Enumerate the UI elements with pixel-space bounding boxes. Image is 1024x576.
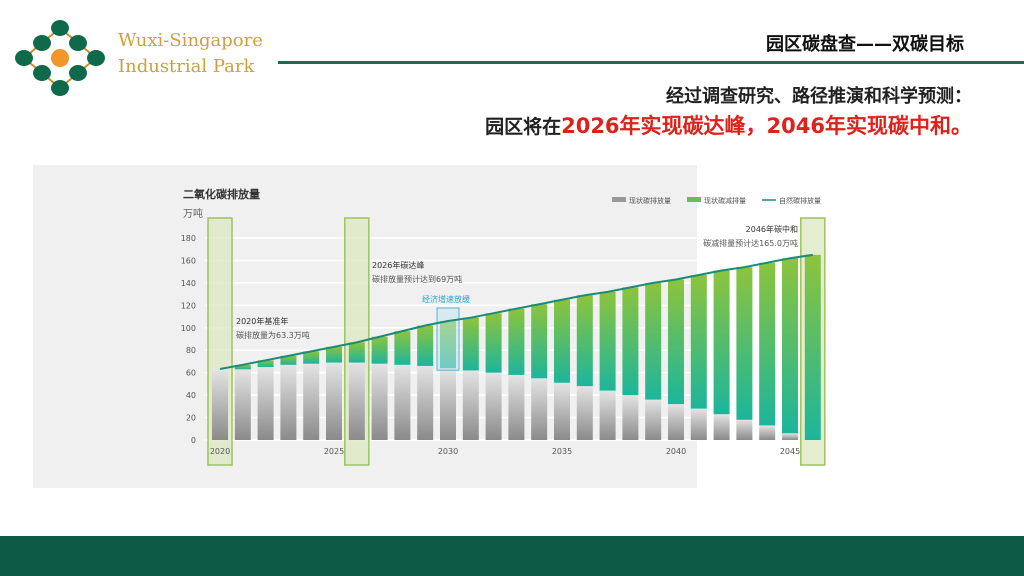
x-tick-label: 2045: [780, 447, 800, 456]
bar-reduction-2046: [804, 254, 821, 440]
bar-emission-2031: [462, 370, 479, 440]
legend-label: 自然碳排放量: [779, 196, 821, 205]
x-tick-label: 2020: [210, 447, 230, 456]
legend-label: 现状碳减排量: [704, 196, 746, 205]
legend-swatch: [687, 197, 701, 202]
bar-emission-2023: [280, 364, 297, 440]
y-tick-label: 180: [181, 234, 196, 243]
y-tick-label: 20: [186, 414, 196, 423]
logo-text-line2: Industrial Park: [118, 56, 255, 77]
bar-emission-2039: [645, 399, 662, 440]
annotation-text-2020: 碳排放量为63.3万吨: [236, 330, 310, 340]
bar-reduction-2037: [599, 291, 616, 391]
bar-emission-2033: [508, 374, 525, 440]
y-tick-label: 40: [186, 391, 196, 400]
y-axis-label: 万吨: [183, 207, 203, 220]
bar-emission-2030: [440, 368, 456, 440]
bar-emission-2028: [394, 364, 411, 440]
x-tick-label: 2040: [666, 447, 686, 456]
bar-emission-2032: [485, 372, 502, 440]
bar-emission-2040: [668, 404, 684, 440]
bar-reduction-2023: [280, 355, 297, 365]
bar-emission-2044: [759, 425, 776, 440]
logo-text-line1: Wuxi-Singapore: [118, 30, 263, 51]
y-tick-label: 60: [186, 369, 196, 378]
subtitle-line1: 经过调查研究、路径推演和科学预测：: [666, 86, 972, 107]
bar-reduction-2044: [759, 262, 776, 426]
x-tick-label: 2025: [324, 447, 344, 456]
y-tick-label: 120: [181, 301, 196, 310]
bar-emission-2041: [690, 408, 707, 440]
bar-reduction-2036: [576, 295, 593, 387]
bar-reduction-2028: [394, 331, 411, 365]
header-divider: [278, 61, 1024, 64]
annotation-title-2046: 2046年碳中和: [746, 224, 798, 234]
bar-reduction-2024: [303, 351, 320, 364]
y-tick-label: 140: [181, 279, 196, 288]
y-tick-label: 0: [191, 436, 196, 445]
legend-swatch: [612, 197, 626, 202]
bar-emission-2022: [257, 367, 274, 440]
annotation-title-2020: 2020年基准年: [236, 316, 288, 326]
bar-reduction-2035: [554, 299, 570, 383]
legend: 现状碳排放量 现状碳减排量 自然碳排放量: [612, 196, 821, 205]
bar-reduction-2031: [462, 317, 479, 371]
bar-reduction-2022: [257, 360, 274, 368]
bar-emission-2027: [371, 363, 388, 440]
bar-reduction-2032: [485, 313, 502, 373]
y-tick-label: 160: [181, 256, 196, 265]
bar-reduction-2034: [531, 304, 548, 379]
bar-emission-2045: [782, 433, 798, 440]
annotation-text-2046: 碳减排量预计达165.0万吨: [703, 238, 798, 248]
bar-reduction-2021: [234, 364, 251, 370]
line-natural-emission: [219, 253, 813, 370]
annotation-title-2026: 2026年碳达峰: [372, 260, 424, 270]
page-title: 园区碳盘查——双碳目标: [766, 34, 964, 55]
subtitle-line2: 园区将在2026年实现碳达峰，2046年实现碳中和。: [485, 110, 972, 140]
footer-band: [0, 536, 1024, 576]
subtitle-prefix: 园区将在: [485, 116, 562, 138]
bar-emission-2029: [417, 365, 434, 440]
bar-reduction-2039: [645, 282, 662, 400]
bar-reduction-2038: [622, 287, 639, 396]
y-tick-label: 80: [186, 346, 196, 355]
bar-emission-2020: [212, 368, 228, 440]
bar-reduction-2029: [417, 325, 434, 366]
bar-reduction-2033: [508, 308, 525, 375]
bar-emission-2034: [531, 378, 548, 440]
logo-icon: [15, 20, 105, 96]
bar-reduction-2026: [348, 342, 365, 363]
chart-title: 二氧化碳排放量: [183, 187, 260, 201]
bar-reduction-2027: [371, 336, 388, 364]
x-tick-label: 2030: [438, 447, 458, 456]
bar-emission-2036: [576, 386, 593, 440]
bar-emission-2025: [326, 362, 342, 440]
bar-reduction-2042: [713, 270, 730, 415]
bar-emission-2035: [554, 382, 570, 440]
bar-reduction-2025: [326, 346, 342, 363]
bar-reduction-2041: [690, 275, 707, 409]
bar-emission-2037: [599, 390, 616, 440]
x-tick-label: 2035: [552, 447, 572, 456]
legend-label: 现状碳排放量: [629, 196, 671, 205]
highlight-box-2030: [436, 307, 460, 371]
bar-emission-2038: [622, 395, 639, 440]
annotation-text-2026: 碳排放量预计达到69万吨: [372, 274, 462, 284]
bar-reduction-2043: [736, 267, 753, 420]
bar-emission-2043: [736, 419, 753, 440]
subtitle-highlight: 2026年实现碳达峰，2046年实现碳中和。: [561, 114, 972, 138]
logo-text: Wuxi-Singapore Industrial Park: [118, 28, 263, 80]
bar-emission-2024: [303, 363, 320, 440]
bar-emission-2042: [713, 414, 730, 440]
annotation-title-2030: 经济增速放缓: [422, 294, 470, 304]
bar-reduction-2040: [668, 279, 684, 405]
bar-emission-2021: [234, 369, 251, 440]
y-tick-label: 100: [181, 324, 196, 333]
bar-reduction-2045: [782, 258, 798, 434]
bar-emission-2026: [348, 362, 365, 440]
